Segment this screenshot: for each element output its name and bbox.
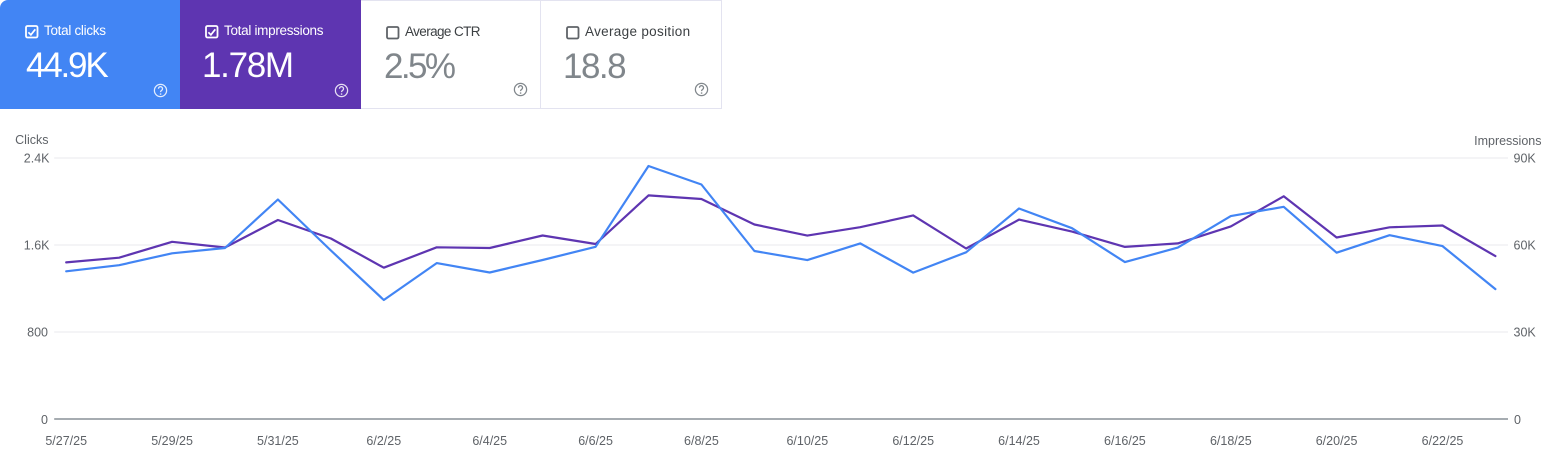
- svg-text:6/14/25: 6/14/25: [998, 434, 1040, 448]
- svg-text:2.4K: 2.4K: [24, 152, 50, 166]
- svg-text:90K: 90K: [1514, 152, 1537, 166]
- svg-text:6/6/25: 6/6/25: [578, 434, 613, 448]
- svg-text:6/12/25: 6/12/25: [892, 434, 934, 448]
- svg-text:6/2/25: 6/2/25: [366, 434, 401, 448]
- svg-text:5/31/25: 5/31/25: [257, 434, 299, 448]
- svg-text:30K: 30K: [1514, 326, 1537, 340]
- svg-text:0: 0: [41, 413, 48, 427]
- svg-text:6/18/25: 6/18/25: [1210, 434, 1252, 448]
- svg-text:6/22/25: 6/22/25: [1422, 434, 1464, 448]
- svg-text:6/16/25: 6/16/25: [1104, 434, 1146, 448]
- svg-text:6/20/25: 6/20/25: [1316, 434, 1358, 448]
- svg-text:Clicks: Clicks: [15, 133, 48, 147]
- svg-text:800: 800: [27, 326, 48, 340]
- svg-text:6/4/25: 6/4/25: [472, 434, 507, 448]
- svg-text:0: 0: [1514, 413, 1521, 427]
- svg-text:Impressions: Impressions: [1474, 134, 1541, 148]
- svg-text:6/8/25: 6/8/25: [684, 434, 719, 448]
- svg-text:60K: 60K: [1514, 239, 1537, 253]
- svg-text:1.6K: 1.6K: [24, 239, 50, 253]
- svg-text:5/27/25: 5/27/25: [45, 434, 87, 448]
- svg-text:6/10/25: 6/10/25: [786, 434, 828, 448]
- svg-text:5/29/25: 5/29/25: [151, 434, 193, 448]
